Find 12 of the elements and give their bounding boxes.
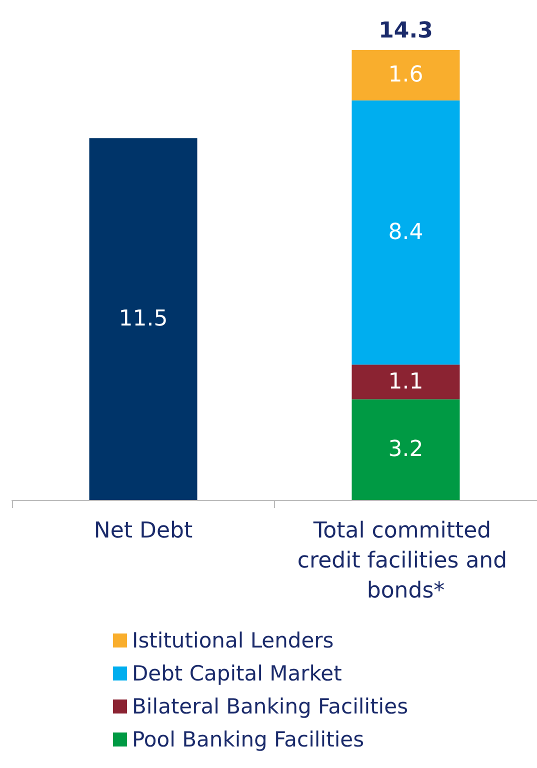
legend-label: Pool Banking Facilities [132,728,364,752]
data-label: 1.6 [388,62,424,88]
legend-label: Istitutional Lenders [132,628,334,652]
x-tick-label: Net Debt [94,518,193,544]
x-tick-label: Total committed credit facilities and bonds* [297,518,514,604]
data-label: 8.4 [388,220,424,246]
data-label: 3.2 [388,437,424,462]
data-label: 1.1 [388,369,424,394]
total-label: 14.3 [378,18,433,44]
legend-label: Bilateral Banking Facilities [132,694,408,718]
data-label: 11.5 [118,306,168,332]
legend-label: Debt Capital Market [132,662,342,686]
